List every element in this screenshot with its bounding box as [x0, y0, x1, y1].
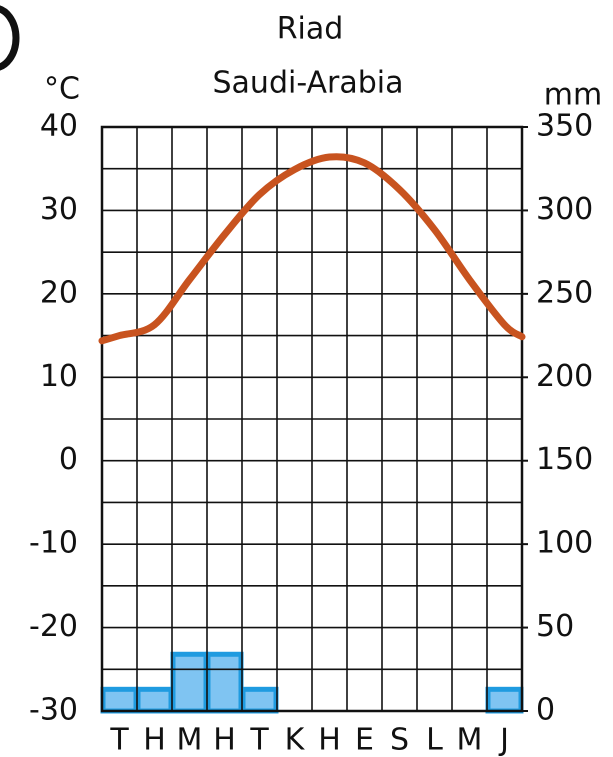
x-tick-label: T [249, 723, 269, 757]
y-tick-label: 30 [40, 192, 78, 227]
y2-axis-label: mm [544, 78, 602, 113]
precip-bar [100, 686, 139, 714]
y2-tick-label: 50 [536, 609, 574, 644]
x-tick-label: L [426, 723, 443, 757]
y2-tick-label: 250 [536, 275, 593, 310]
chart-title: Riad [277, 12, 344, 47]
x-tick-label: H [318, 723, 341, 757]
x-tick-label: J [498, 723, 509, 757]
y-tick-label: -10 [29, 526, 78, 561]
y2-tick-label: 300 [536, 192, 593, 227]
y-tick-label: 0 [59, 442, 78, 477]
temperature-line [98, 153, 526, 345]
chart-subtitle: Saudi-Arabia [213, 66, 404, 101]
x-tick-label: M [177, 723, 203, 757]
y2-tick-label: 350 [536, 109, 593, 144]
y-tick-label: -20 [29, 609, 78, 644]
precip-bar [205, 651, 244, 714]
y2-tick-label: 0 [536, 693, 555, 728]
plot-frame [100, 125, 524, 713]
y-axis-label: °C [44, 72, 80, 107]
x-tick-label: M [457, 723, 483, 757]
y2-tick-label: 200 [536, 359, 593, 394]
precip-bar [240, 686, 279, 714]
precip-bar [135, 686, 174, 714]
y-tick-label: 20 [40, 275, 78, 310]
y2-tick-label: 150 [536, 442, 593, 477]
x-tick-label: T [109, 723, 129, 757]
x-tick-label: E [355, 723, 374, 757]
y-tick-label: 10 [40, 359, 78, 394]
precip-bar [170, 651, 209, 714]
y-tick-label: 40 [40, 109, 78, 144]
x-tick-label: K [285, 723, 306, 757]
precip-bar [485, 686, 524, 714]
x-tick-label: H [213, 723, 236, 757]
panel-marker [0, 5, 20, 71]
y-tick-label: -30 [29, 693, 78, 728]
x-tick-label: S [390, 723, 409, 757]
y2-tick-label: 100 [536, 526, 593, 561]
x-tick-label: H [143, 723, 166, 757]
